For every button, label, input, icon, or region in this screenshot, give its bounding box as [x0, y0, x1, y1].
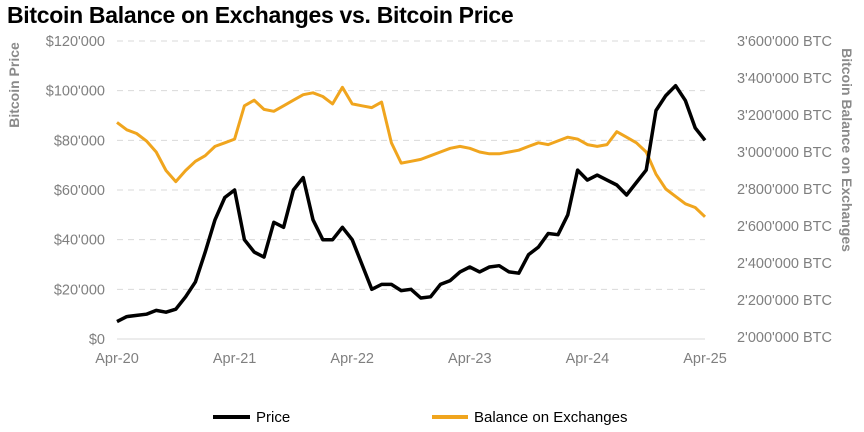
left-tick-label: $40'000	[54, 233, 105, 249]
x-tick-label: Apr-25	[683, 351, 727, 367]
right-tick-label: 2'800'000 BTC	[737, 182, 832, 198]
left-tick-label: $120'000	[46, 34, 105, 50]
x-axis-ticks: Apr-20 Apr-21 Apr-22 Apr-23 Apr-24 Apr-25	[95, 351, 727, 367]
left-tick-label: $0	[89, 332, 105, 348]
right-tick-label: 3'400'000 BTC	[737, 71, 832, 87]
left-tick-label: $80'000	[54, 133, 105, 149]
x-tick-label: Apr-24	[566, 351, 610, 367]
x-tick-label: Apr-23	[448, 351, 492, 367]
right-tick-label: 2'000'000 BTC	[737, 330, 832, 346]
right-tick-label: 2'600'000 BTC	[737, 219, 832, 235]
balance-line	[116, 85, 707, 218]
x-tick-label: Apr-20	[95, 351, 139, 367]
left-tick-label: $20'000	[54, 282, 105, 298]
right-tick-label: 3'600'000 BTC	[737, 34, 832, 50]
legend: Price Balance on Exchanges	[213, 409, 627, 426]
legend-label-balance: Balance on Exchanges	[474, 409, 627, 426]
price-line	[116, 83, 707, 324]
right-tick-label: 3'000'000 BTC	[737, 145, 832, 161]
x-tick-label: Apr-22	[330, 351, 374, 367]
chart-title: Bitcoin Balance on Exchanges vs. Bitcoin…	[7, 2, 514, 28]
left-axis-ticks: $0 $20'000 $40'000 $60'000 $80'000 $100'000 $1…	[46, 34, 105, 348]
right-axis-ticks: 2'000'000 BTC 2'200'000 BTC 2'400'000 BTC 2…	[737, 34, 832, 346]
left-axis-label: Bitcoin Price	[6, 42, 22, 128]
right-axis-label: Bitcoin Balance on Exchanges	[839, 48, 855, 252]
legend-label-price: Price	[256, 409, 290, 426]
x-tick-label: Apr-21	[213, 351, 257, 367]
right-tick-label: 3'200'000 BTC	[737, 108, 832, 124]
right-tick-label: 2'200'000 BTC	[737, 293, 832, 309]
left-tick-label: $60'000	[54, 183, 105, 199]
right-tick-label: 2'400'000 BTC	[737, 256, 832, 272]
left-tick-label: $100'000	[46, 84, 105, 100]
gridlines	[117, 40, 705, 340]
